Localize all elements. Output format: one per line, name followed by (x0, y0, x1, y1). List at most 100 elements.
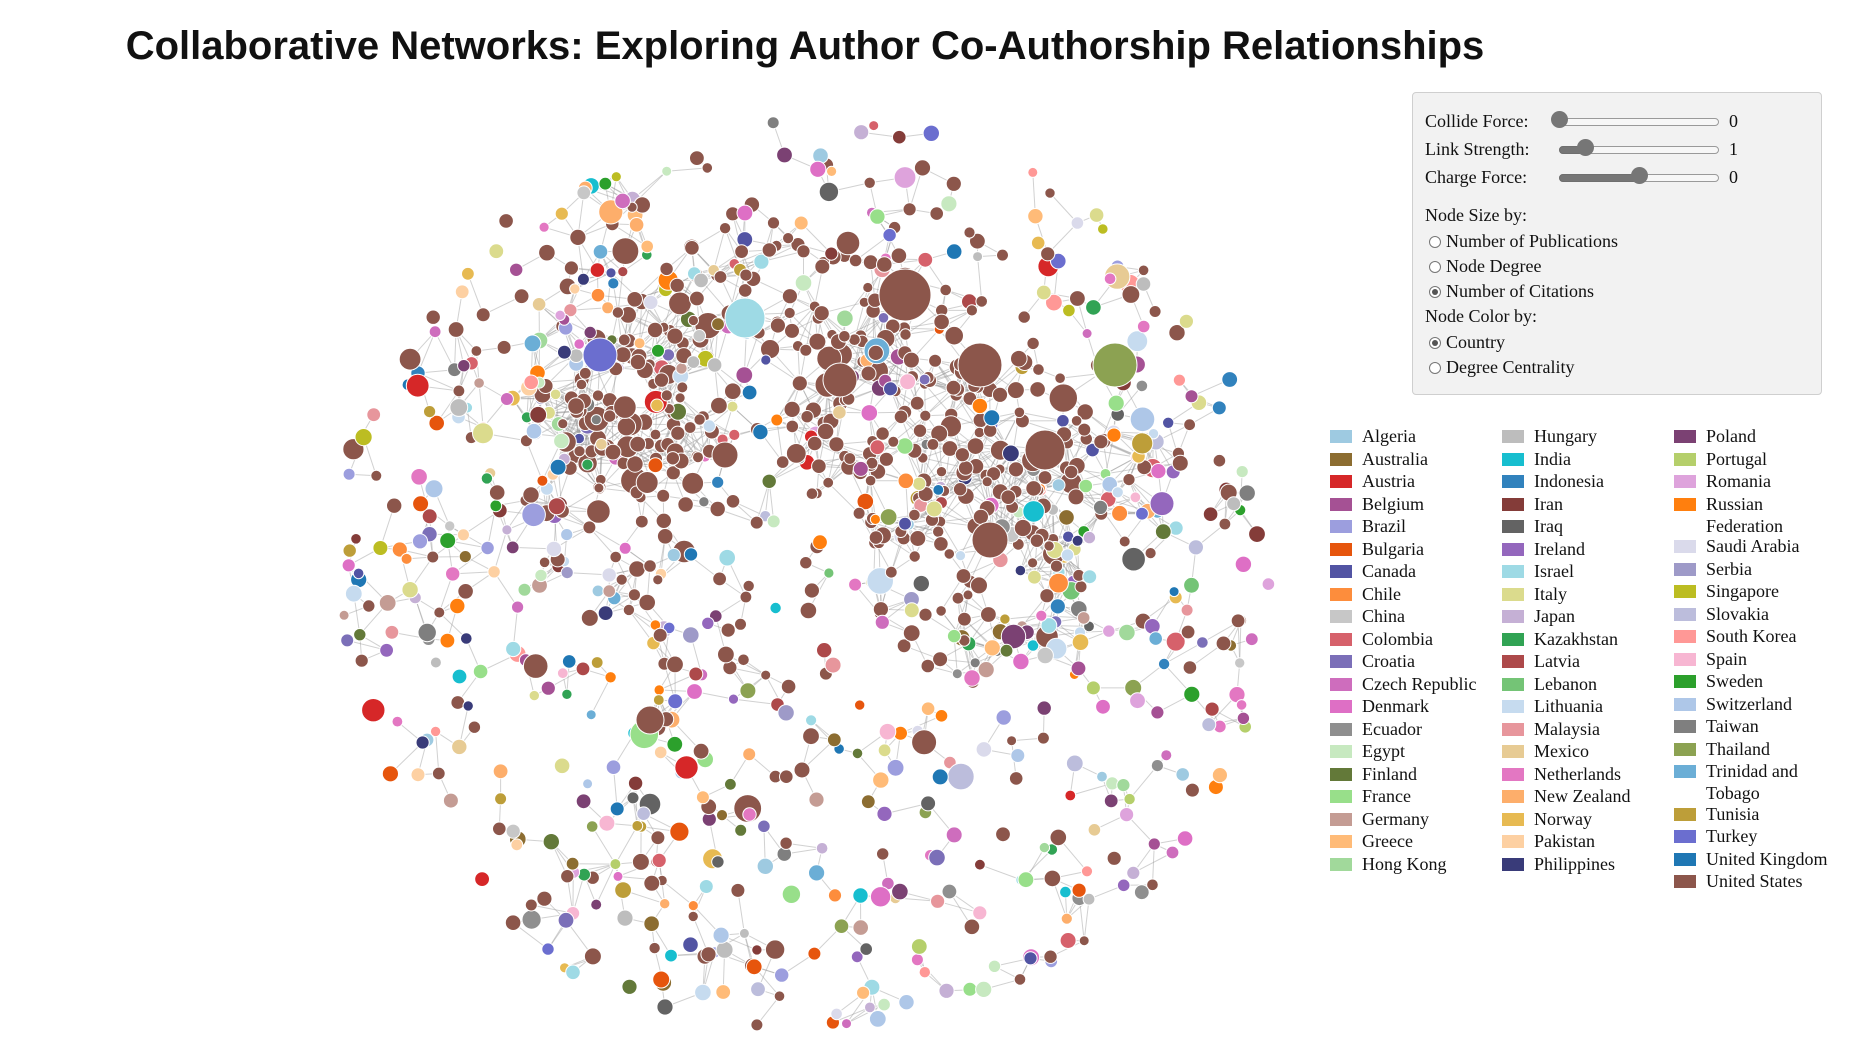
author-node[interactable] (378, 594, 397, 612)
author-node[interactable] (869, 513, 882, 526)
author-node[interactable] (1102, 624, 1116, 638)
author-node[interactable] (720, 622, 736, 638)
author-node[interactable] (1146, 878, 1159, 892)
author-node[interactable] (941, 883, 958, 900)
author-node[interactable] (664, 948, 678, 963)
author-node[interactable] (734, 617, 747, 631)
author-node[interactable] (785, 419, 800, 434)
author-node[interactable] (882, 227, 897, 243)
author-node[interactable] (1154, 523, 1172, 541)
author-node[interactable] (932, 525, 945, 538)
author-node[interactable] (918, 373, 931, 386)
author-node[interactable] (972, 251, 984, 263)
author-node[interactable] (582, 778, 594, 790)
author-node[interactable] (1000, 623, 1027, 650)
author-node[interactable] (1116, 878, 1131, 893)
author-node[interactable] (1180, 624, 1196, 640)
author-node[interactable] (991, 386, 1009, 403)
author-node[interactable] (510, 600, 525, 614)
author-node[interactable] (611, 237, 640, 266)
author-node[interactable] (1103, 272, 1117, 286)
author-node[interactable] (517, 582, 532, 597)
author-node[interactable] (653, 684, 665, 696)
author-node[interactable] (586, 499, 611, 524)
author-node[interactable] (995, 709, 1012, 726)
author-node[interactable] (1149, 491, 1175, 517)
author-node[interactable] (935, 605, 947, 617)
author-node[interactable] (686, 683, 703, 700)
author-node[interactable] (919, 409, 932, 422)
author-node[interactable] (957, 611, 972, 627)
author-node[interactable] (629, 353, 647, 371)
author-node[interactable] (529, 405, 548, 424)
author-node[interactable] (832, 405, 847, 420)
author-node[interactable] (667, 693, 684, 710)
author-node[interactable] (488, 243, 505, 260)
author-node[interactable] (1144, 547, 1157, 560)
author-node[interactable] (1235, 699, 1248, 711)
author-node[interactable] (886, 758, 905, 777)
author-node[interactable] (668, 291, 692, 316)
author-node[interactable] (735, 366, 754, 385)
author-node[interactable] (892, 129, 907, 145)
author-node[interactable] (1147, 837, 1161, 851)
author-node[interactable] (971, 397, 989, 415)
author-node[interactable] (711, 855, 725, 869)
author-node[interactable] (945, 826, 963, 844)
author-node[interactable] (963, 918, 981, 936)
author-node[interactable] (1048, 572, 1069, 594)
author-node[interactable] (863, 176, 876, 190)
author-node[interactable] (492, 763, 509, 780)
author-node[interactable] (812, 534, 828, 551)
author-node[interactable] (534, 568, 548, 583)
radio-button[interactable] (1429, 285, 1441, 298)
author-node[interactable] (1175, 767, 1190, 782)
author-node[interactable] (659, 898, 671, 910)
author-node[interactable] (1092, 342, 1138, 388)
author-node[interactable] (563, 303, 578, 318)
author-node[interactable] (501, 524, 513, 536)
author-node[interactable] (601, 301, 615, 315)
author-node[interactable] (854, 699, 866, 711)
author-node[interactable] (598, 176, 613, 191)
author-node[interactable] (1043, 540, 1055, 552)
author-node[interactable] (634, 514, 649, 529)
author-node[interactable] (652, 627, 668, 643)
author-node[interactable] (462, 700, 474, 712)
author-node[interactable] (651, 852, 667, 869)
author-node[interactable] (549, 458, 567, 476)
author-node[interactable] (737, 283, 753, 298)
author-node[interactable] (683, 421, 697, 434)
author-node[interactable] (386, 497, 403, 514)
author-node[interactable] (823, 567, 835, 579)
author-node[interactable] (1040, 617, 1058, 634)
author-node[interactable] (1215, 635, 1232, 652)
author-node[interactable] (656, 488, 671, 503)
author-node[interactable] (449, 597, 466, 615)
author-node[interactable] (766, 116, 780, 130)
author-node[interactable] (665, 451, 680, 466)
author-node[interactable] (933, 313, 950, 331)
author-node[interactable] (1183, 685, 1201, 703)
author-node[interactable] (910, 938, 928, 955)
author-node[interactable] (908, 550, 921, 563)
author-node[interactable] (1172, 373, 1187, 387)
author-node[interactable] (1082, 530, 1097, 545)
author-node[interactable] (426, 550, 440, 564)
author-node[interactable] (806, 435, 823, 452)
author-node[interactable] (1129, 406, 1156, 433)
author-node[interactable] (1204, 701, 1220, 717)
radio-button[interactable] (1429, 260, 1441, 273)
author-node[interactable] (981, 476, 993, 488)
author-node[interactable] (875, 426, 890, 441)
author-node[interactable] (1116, 778, 1131, 793)
author-node[interactable] (835, 230, 861, 256)
author-node[interactable] (955, 568, 972, 584)
author-node[interactable] (869, 886, 892, 908)
author-node[interactable] (610, 171, 622, 183)
author-node[interactable] (769, 601, 782, 615)
author-node[interactable] (472, 422, 494, 445)
author-node[interactable] (902, 202, 917, 217)
author-node[interactable] (734, 823, 748, 837)
author-node[interactable] (833, 918, 850, 935)
